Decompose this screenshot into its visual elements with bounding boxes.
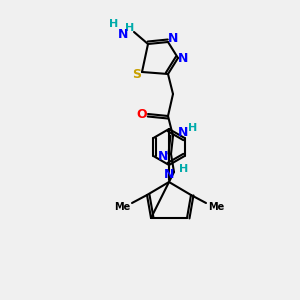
Text: H: H: [110, 19, 118, 29]
Text: H: H: [125, 23, 135, 33]
Text: O: O: [137, 107, 147, 121]
Text: N: N: [158, 149, 168, 163]
Text: Me: Me: [208, 202, 224, 212]
Text: N: N: [164, 167, 174, 181]
Text: N: N: [118, 28, 128, 40]
Text: H: H: [188, 123, 198, 133]
Text: Me: Me: [114, 202, 130, 212]
Text: H: H: [179, 164, 189, 174]
Text: N: N: [168, 32, 178, 46]
Text: S: S: [133, 68, 142, 82]
Text: N: N: [178, 52, 188, 64]
Text: N: N: [178, 127, 188, 140]
